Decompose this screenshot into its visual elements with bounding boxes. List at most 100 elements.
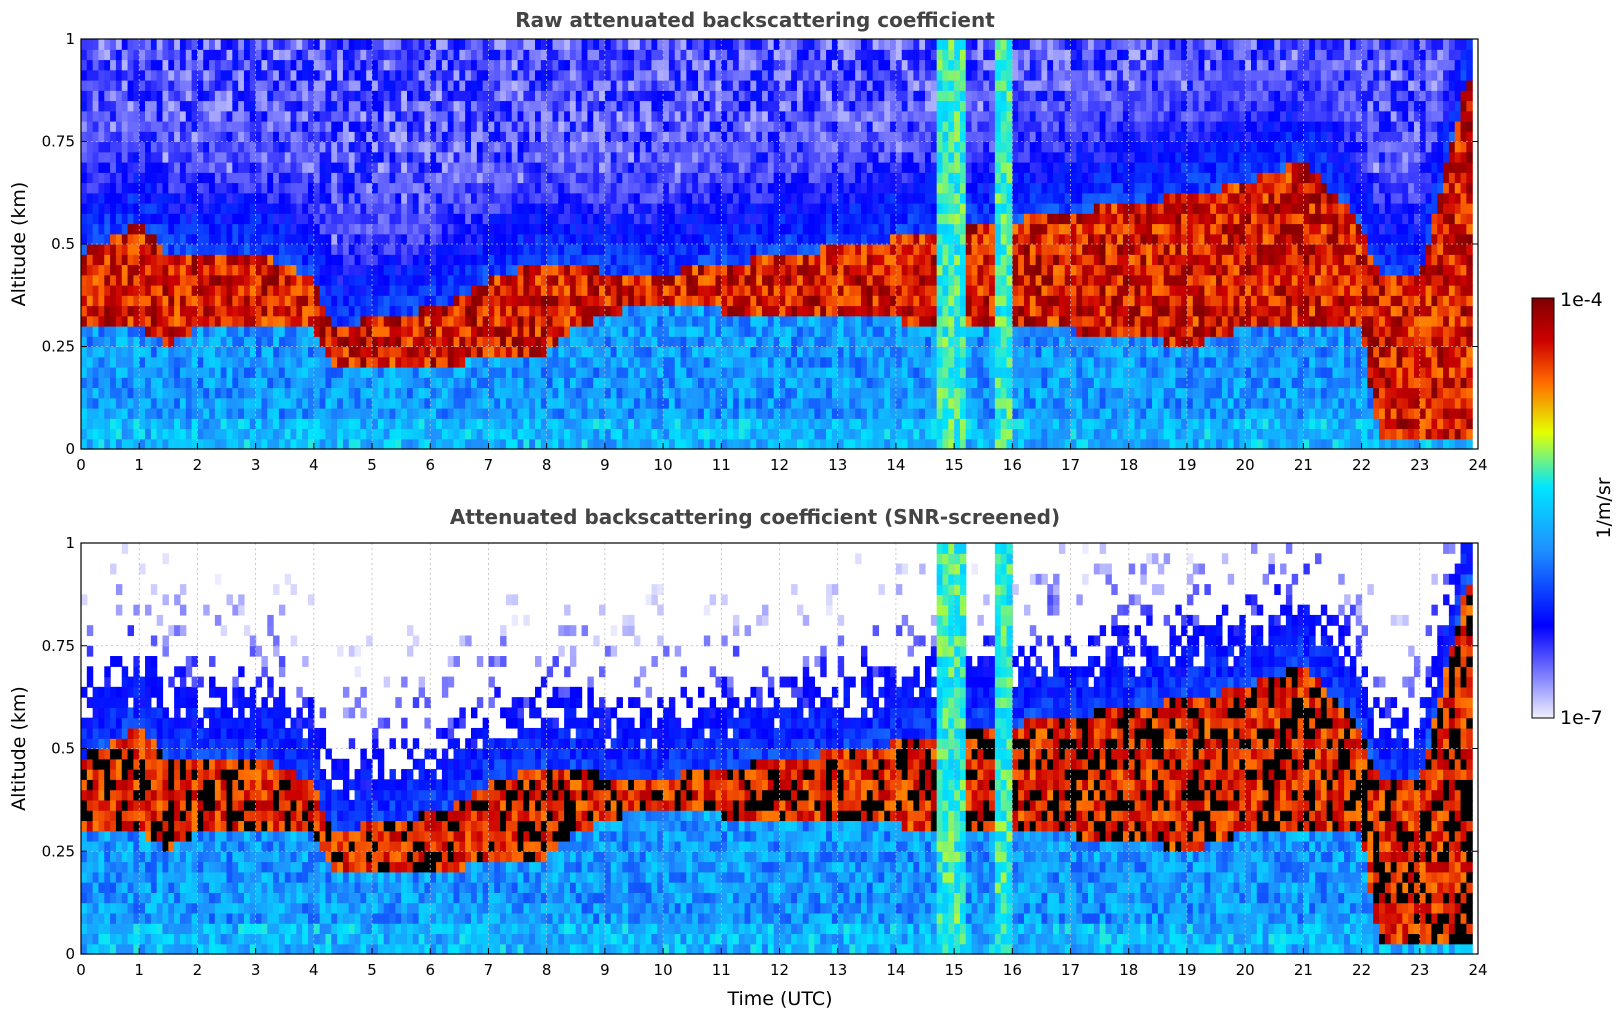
heatmap-cell (110, 100, 117, 112)
heatmap-cell (569, 203, 577, 214)
heatmap-cell (785, 367, 792, 378)
heatmap-cell (482, 397, 490, 409)
heatmap-cell (738, 254, 746, 266)
heatmap-cell (366, 192, 373, 204)
heatmap-cell (447, 418, 455, 430)
heatmap-cell (750, 377, 757, 389)
heatmap-cell (651, 397, 658, 409)
heatmap-cell (721, 39, 728, 50)
heatmap-cell (639, 131, 647, 143)
heatmap-cell (214, 131, 222, 143)
heatmap-cell (564, 346, 571, 358)
heatmap-cell (517, 121, 524, 132)
heatmap-cell (802, 367, 810, 378)
heatmap-cell (418, 49, 426, 61)
heatmap-cell (459, 192, 466, 204)
heatmap-cell (657, 367, 664, 378)
heatmap-cell (418, 336, 426, 348)
heatmap-cell (162, 418, 169, 430)
heatmap-cell (639, 387, 647, 399)
heatmap-cell (791, 336, 798, 348)
heatmap-cell (540, 182, 548, 194)
heatmap-cell (703, 438, 711, 450)
heatmap-cell (174, 356, 181, 368)
heatmap-cell (494, 285, 501, 296)
heatmap-cell (278, 162, 286, 173)
heatmap-cell (372, 438, 379, 450)
heatmap-cell (238, 315, 245, 327)
heatmap-cell (703, 100, 711, 112)
heatmap-cell (319, 141, 327, 153)
heatmap-cell (494, 151, 501, 163)
heatmap-cell (587, 305, 594, 317)
heatmap-cell (540, 336, 548, 348)
heatmap-cell (447, 397, 455, 409)
heatmap-cell (447, 315, 455, 327)
heatmap-cell (558, 244, 565, 255)
heatmap-cell (209, 397, 216, 409)
heatmap-cell (145, 182, 152, 194)
heatmap-cell (127, 172, 134, 184)
heatmap-cell (668, 59, 676, 71)
heatmap-cell (284, 438, 292, 450)
heatmap-cell (703, 305, 711, 317)
heatmap-cell (366, 367, 373, 378)
heatmap-cell (569, 172, 577, 184)
heatmap-cell (197, 121, 204, 132)
heatmap-cell (802, 254, 810, 266)
heatmap-cell (86, 121, 94, 132)
heatmap-cell (692, 182, 699, 194)
heatmap-cell (779, 213, 786, 225)
heatmap-cell (657, 377, 664, 389)
heatmap-cell (325, 397, 332, 409)
heatmap-cell (633, 49, 641, 61)
heatmap-cell (261, 367, 268, 378)
heatmap-cell (505, 100, 513, 112)
heatmap-cell (581, 295, 589, 307)
heatmap-cell (191, 192, 199, 204)
heatmap-cell (709, 438, 717, 450)
heatmap-cell (599, 254, 606, 266)
heatmap-cell (680, 397, 687, 409)
heatmap-cell (505, 356, 513, 368)
heatmap-cell (674, 192, 682, 204)
heatmap-cell (593, 244, 600, 255)
heatmap-cell (447, 80, 455, 91)
heatmap-cell (622, 285, 629, 296)
heatmap-cell (674, 172, 682, 184)
heatmap-cell (796, 192, 804, 204)
heatmap-cell (313, 274, 321, 286)
heatmap-cell (500, 377, 507, 389)
heatmap-cell (185, 397, 193, 409)
heatmap-cell (267, 39, 274, 50)
heatmap-cell (581, 428, 589, 440)
heatmap-cell (209, 121, 216, 132)
heatmap-cell (796, 151, 804, 163)
heatmap-cell (156, 121, 164, 132)
heatmap-cell (564, 90, 571, 102)
heatmap-cell (313, 80, 321, 91)
heatmap-cell (441, 121, 449, 132)
heatmap-cell (663, 131, 670, 143)
heatmap-cell (98, 90, 105, 102)
heatmap-cell (535, 203, 542, 214)
heatmap-cell (372, 408, 379, 419)
heatmap-cell (767, 428, 775, 440)
heatmap-cell (232, 213, 239, 225)
heatmap-cell (546, 428, 554, 440)
heatmap-cell (686, 121, 693, 132)
heatmap-cell (249, 192, 257, 204)
heatmap-cell (441, 438, 449, 450)
heatmap-cell (482, 233, 490, 245)
heatmap-cell (150, 233, 158, 245)
heatmap-cell (703, 151, 711, 163)
heatmap-cell (785, 356, 792, 368)
heatmap-cell (121, 274, 129, 286)
heatmap-cell (628, 356, 635, 368)
heatmap-cell (657, 295, 664, 307)
heatmap-cell (377, 69, 385, 81)
heatmap-cell (610, 80, 618, 91)
heatmap-cell (372, 110, 379, 122)
heatmap-cell (453, 90, 460, 102)
heatmap-cell (197, 49, 204, 61)
